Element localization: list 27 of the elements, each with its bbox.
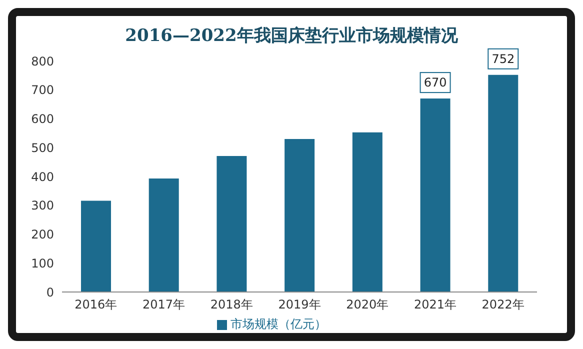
bar	[488, 74, 518, 292]
bar	[81, 200, 111, 292]
bar	[420, 98, 450, 292]
x-tick-label: 2018年	[210, 298, 253, 312]
x-tick-label: 2016年	[74, 298, 118, 312]
y-tick-label: 400	[31, 170, 54, 184]
y-tick-label: 700	[31, 83, 54, 98]
y-tick-label: 800	[31, 54, 54, 68]
bar	[352, 132, 382, 292]
y-tick-label: 500	[31, 140, 54, 155]
bar	[284, 138, 315, 292]
bar	[148, 178, 179, 292]
x-tick-label: 2022年	[482, 298, 524, 312]
y-tick-label: 0	[46, 285, 54, 300]
x-tick-label: 2017年	[142, 298, 186, 312]
x-tick-label: 2020年	[346, 298, 389, 312]
x-tick-label: 2021年	[414, 298, 456, 312]
y-tick-label: 600	[31, 112, 54, 126]
x-tick-label: 2019年	[278, 298, 321, 312]
legend-label: 市场规模（亿元）	[230, 317, 326, 331]
y-tick-label: 100	[31, 256, 54, 270]
data-label: 752	[492, 52, 515, 66]
bar	[216, 156, 247, 292]
y-tick-label: 300	[31, 198, 54, 213]
data-label: 670	[424, 76, 447, 90]
chart-title: 2016—2022年我国床垫行业市场规模情况	[124, 25, 459, 47]
y-tick-label: 200	[31, 228, 54, 242]
